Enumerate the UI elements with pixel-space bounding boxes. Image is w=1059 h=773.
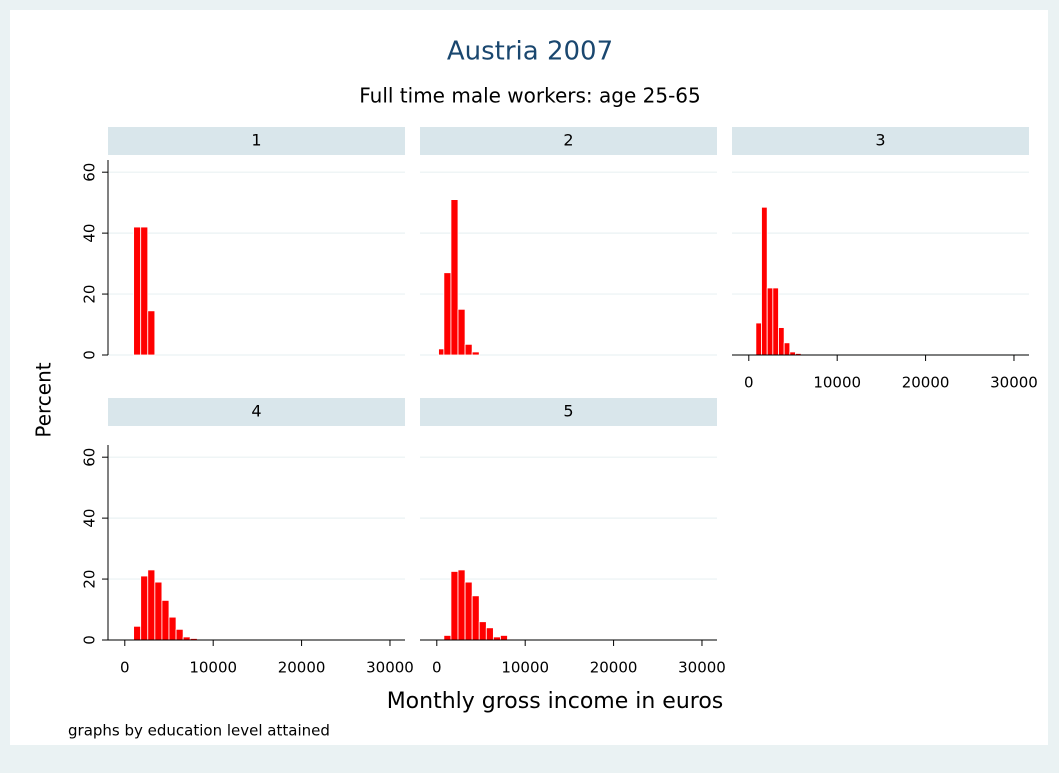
bar <box>168 616 177 641</box>
x-tick-label: 10000 <box>813 374 861 392</box>
chart-subtitle: Full time male workers: age 25-65 <box>359 84 701 108</box>
bar <box>140 575 149 641</box>
x-tick-label: 30000 <box>366 659 414 677</box>
bar <box>485 627 494 641</box>
x-tick-label: 30000 <box>990 374 1038 392</box>
panel-title: 5 <box>563 402 573 421</box>
bar <box>133 625 142 641</box>
bar <box>761 206 768 356</box>
bar <box>147 310 156 356</box>
bar <box>464 581 473 641</box>
y-axis-label: Percent <box>32 362 56 437</box>
bar <box>457 569 466 641</box>
bar <box>450 199 459 356</box>
bar <box>766 287 774 356</box>
note: graphs by education level attained <box>68 722 330 740</box>
y-tick-label: 0 <box>81 350 99 360</box>
x-tick-label: 0 <box>744 374 754 392</box>
bar <box>443 272 452 356</box>
y-tick-label: 40 <box>81 509 99 528</box>
y-tick-label: 60 <box>81 163 99 182</box>
panel-header <box>108 398 405 426</box>
bar <box>457 308 466 356</box>
y-tick-label: 20 <box>81 570 99 589</box>
panel-title: 1 <box>251 131 261 150</box>
bar <box>443 635 452 641</box>
y-tick-label: 0 <box>81 635 99 645</box>
bar <box>755 322 762 356</box>
chart-title: Austria 2007 <box>447 37 613 67</box>
x-tick-label: 20000 <box>590 659 638 677</box>
x-axis-label: Monthly gross income in euros <box>387 689 724 714</box>
bar <box>175 628 184 641</box>
x-tick-label: 10000 <box>501 659 549 677</box>
bar <box>783 342 791 356</box>
y-tick-label: 40 <box>81 224 99 243</box>
bar <box>147 569 156 641</box>
bar <box>500 635 508 641</box>
bar <box>464 343 473 356</box>
y-tick-label: 60 <box>81 448 99 467</box>
x-tick-label: 0 <box>432 659 442 677</box>
panel-header <box>108 127 405 155</box>
y-tick-label: 20 <box>81 285 99 304</box>
bar <box>471 595 480 641</box>
panel-header <box>420 398 717 426</box>
panel-header <box>420 127 717 155</box>
panel-header <box>732 127 1029 155</box>
bar <box>133 226 142 356</box>
bar <box>154 581 163 641</box>
bar <box>478 621 487 641</box>
bar <box>438 348 445 356</box>
x-tick-label: 0 <box>120 659 130 677</box>
bar <box>778 327 785 356</box>
bar <box>161 599 170 641</box>
panel-title: 4 <box>251 402 261 421</box>
bar <box>450 571 459 641</box>
panel-title: 2 <box>563 131 573 150</box>
x-tick-label: 30000 <box>678 659 726 677</box>
bar <box>140 226 149 356</box>
x-tick-label: 20000 <box>278 659 326 677</box>
x-tick-label: 20000 <box>902 374 950 392</box>
bar <box>471 351 480 356</box>
panel-title: 3 <box>875 131 885 150</box>
x-tick-label: 10000 <box>189 659 237 677</box>
bar <box>772 287 779 356</box>
